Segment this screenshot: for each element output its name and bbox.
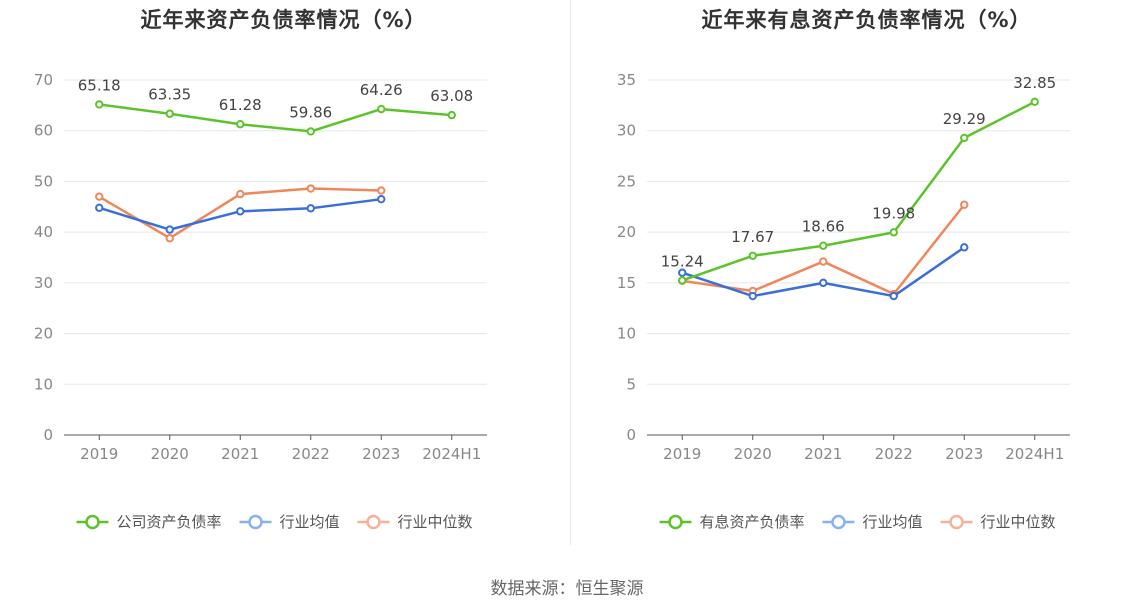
x-tick-label: 2023 (362, 445, 400, 463)
data-label: 32.85 (1013, 74, 1056, 92)
series-line (681, 246, 965, 298)
y-tick-label: 25 (617, 172, 636, 190)
data-point[interactable] (819, 257, 828, 266)
data-point[interactable] (819, 241, 828, 250)
data-label: 59.86 (289, 103, 332, 121)
y-tick-label: 0 (626, 426, 636, 444)
data-point[interactable] (678, 276, 687, 285)
data-label: 17.67 (731, 228, 774, 246)
y-tick-label: 20 (617, 223, 636, 241)
x-tick-label: 2021 (221, 445, 259, 463)
data-point[interactable] (165, 225, 174, 234)
x-tick-label: 2019 (663, 445, 701, 463)
legend-label: 有息资产负债率 (700, 513, 805, 531)
x-tick-label: 2024H1 (1005, 445, 1064, 463)
y-tick-label: 50 (34, 172, 53, 190)
data-point[interactable] (819, 278, 828, 288)
legend-label: 公司资产负债率 (117, 513, 222, 531)
data-point[interactable] (960, 200, 969, 209)
data-point[interactable] (889, 291, 898, 301)
legend-item[interactable]: 行业中位数 (357, 513, 473, 531)
y-tick-label: 35 (617, 71, 636, 89)
interest-debt-ratio-chart-panel: 近年来有息资产负债率情况（%） 0 5 10 15 20 25 30 35 2019 2020 20… (583, 0, 1134, 560)
y-tick-label: 30 (617, 122, 636, 140)
legend-marker (248, 514, 263, 530)
data-point[interactable] (960, 243, 969, 252)
data-point[interactable] (236, 189, 245, 199)
data-point[interactable] (165, 234, 174, 243)
data-point[interactable] (447, 110, 456, 120)
chart-title: 近年来资产负债率情况（%） (140, 8, 427, 32)
legend-label: 行业均值 (280, 513, 340, 531)
data-point[interactable] (306, 127, 315, 136)
x-tick-label: 2022 (292, 445, 330, 463)
y-tick-label: 20 (34, 325, 53, 343)
legend-item[interactable]: 行业均值 (239, 513, 340, 531)
data-label: 61.28 (219, 96, 262, 114)
data-source-note: 数据来源：恒生聚源 (490, 579, 644, 599)
data-point[interactable] (95, 192, 104, 201)
y-tick-label: 10 (34, 375, 53, 393)
legend-label: 行业中位数 (398, 513, 473, 531)
y-tick-label: 40 (34, 223, 53, 241)
legend-marker (366, 514, 381, 530)
data-point[interactable] (236, 120, 245, 129)
debt-ratio-chart-panel: 近年来资产负债率情况（%） 0 10 20 30 40 50 60 70 2019 2020 202… (0, 0, 567, 560)
x-tick-label: 2021 (804, 445, 842, 463)
data-label: 29.29 (943, 110, 986, 128)
data-point[interactable] (377, 194, 386, 204)
legend-label: 行业中位数 (981, 513, 1056, 531)
x-tick-label: 2020 (151, 445, 189, 463)
y-tick-label: 30 (34, 274, 53, 292)
data-label: 15.24 (661, 252, 704, 270)
panel-divider (570, 0, 571, 545)
data-label: 64.26 (360, 81, 403, 99)
y-tick-label: 10 (617, 325, 636, 343)
data-point[interactable] (1030, 97, 1039, 107)
x-tick-label: 2023 (945, 445, 983, 463)
legend-item[interactable]: 行业中位数 (940, 513, 1056, 531)
series-line (99, 103, 452, 133)
data-point[interactable] (306, 204, 315, 213)
x-tick-label: 2020 (734, 445, 772, 463)
legend-marker (949, 514, 964, 530)
debt-ratio-chart: 0 10 20 30 40 50 60 70 2019 2020 2021 2022 2023 2024H… (34, 71, 487, 531)
data-label: 18.66 (802, 218, 845, 236)
data-label: 65.18 (78, 76, 121, 94)
data-point[interactable] (95, 100, 104, 109)
data-point[interactable] (95, 203, 104, 213)
legend-item[interactable]: 行业均值 (822, 513, 923, 531)
y-tick-label: 15 (617, 274, 636, 292)
y-tick-label: 0 (43, 426, 53, 444)
data-point[interactable] (748, 291, 757, 301)
interest-debt-ratio-chart: 0 5 10 15 20 25 30 35 2019 2020 2021 2022 2023 2024H1… (617, 71, 1070, 531)
series-line (681, 100, 1036, 282)
data-label: 19.98 (872, 204, 915, 222)
data-point[interactable] (377, 104, 386, 114)
legend-marker (831, 514, 846, 530)
x-tick-label: 2024H1 (422, 445, 481, 463)
data-point[interactable] (960, 133, 969, 143)
y-tick-label: 60 (34, 122, 53, 140)
legend-marker (85, 514, 100, 530)
data-label: 63.08 (430, 87, 473, 105)
chart-title: 近年来有息资产负债率情况（%） (701, 8, 1032, 32)
legend-marker (668, 514, 683, 530)
legend-label: 行业均值 (863, 513, 923, 531)
data-point[interactable] (678, 268, 687, 277)
legend-item[interactable]: 公司资产负债率 (76, 513, 222, 531)
data-point[interactable] (377, 186, 386, 195)
data-point[interactable] (236, 207, 245, 216)
y-tick-label: 70 (34, 71, 53, 89)
data-point[interactable] (306, 184, 315, 193)
data-point[interactable] (889, 228, 898, 237)
x-tick-label: 2019 (80, 445, 118, 463)
legend-item[interactable]: 有息资产负债率 (659, 513, 805, 531)
data-point[interactable] (748, 251, 757, 260)
x-tick-label: 2022 (875, 445, 913, 463)
data-label: 63.35 (148, 86, 191, 104)
data-point[interactable] (165, 109, 174, 118)
y-tick-label: 5 (626, 375, 636, 393)
